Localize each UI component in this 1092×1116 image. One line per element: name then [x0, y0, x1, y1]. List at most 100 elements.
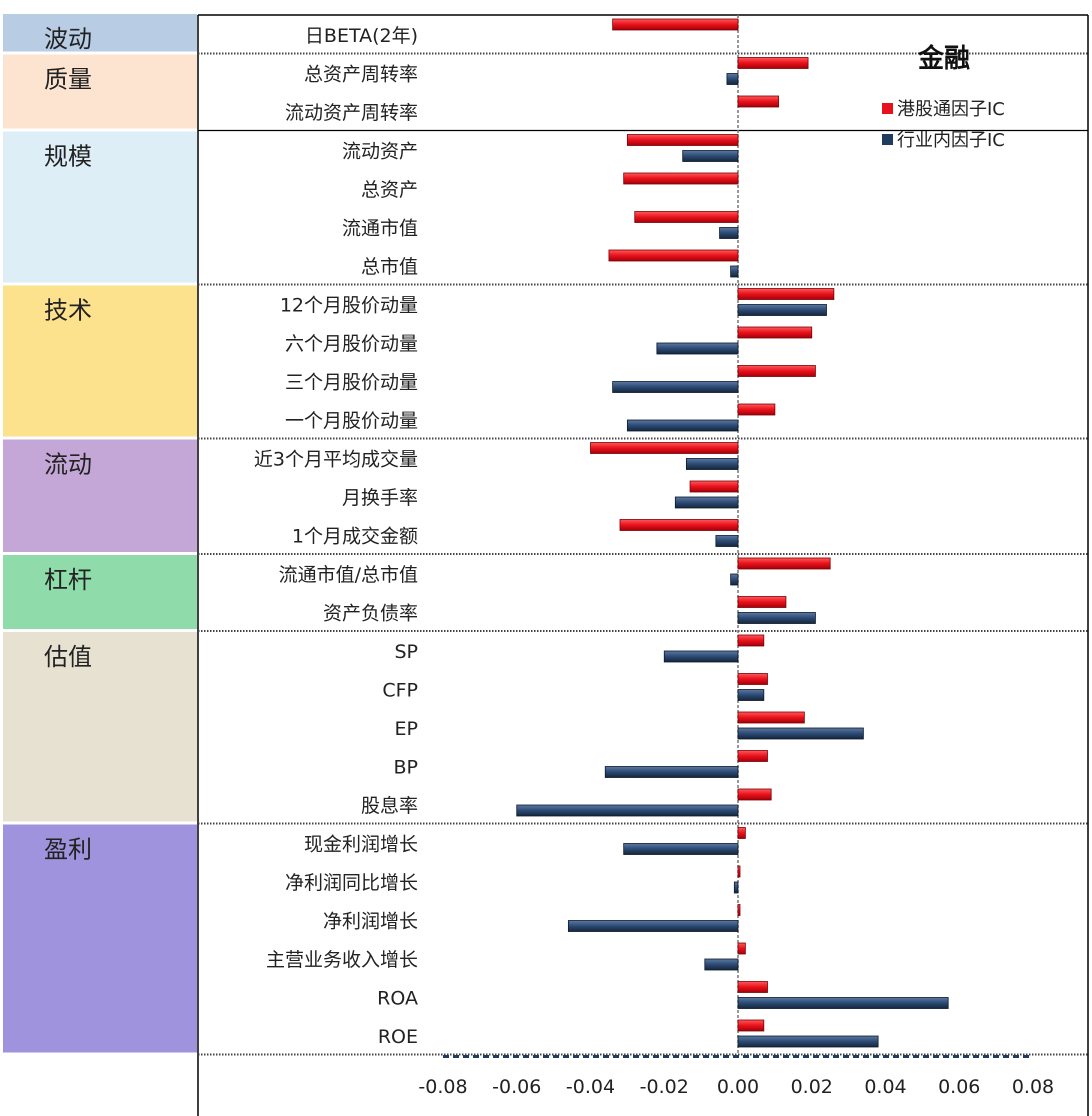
bar-industry-ic: [604, 766, 739, 778]
category-label: 总资产: [361, 179, 418, 201]
category-label: ROA: [377, 988, 418, 1010]
group-band: [3, 555, 197, 629]
bar-industry-ic: [737, 304, 827, 316]
legend: 港股通因子IC 行业内因子IC: [882, 99, 1005, 151]
bar-industry-ic: [733, 881, 739, 894]
category-label: ROE: [378, 1026, 418, 1048]
bar-hk-ic: [689, 480, 739, 493]
x-tick-label: -0.08: [418, 1076, 467, 1098]
bar-hk-ic: [737, 57, 809, 69]
category-label: 股息率: [361, 795, 418, 817]
x-tick-label: -0.04: [566, 1076, 615, 1098]
legend-label-industry: 行业内因子IC: [897, 130, 1005, 151]
bar-hk-ic: [590, 442, 739, 454]
bar-industry-ic: [737, 612, 816, 624]
group-label: 盈利: [44, 836, 92, 864]
category-label: 流通市值/总市值: [279, 564, 418, 586]
bar-industry-ic: [737, 1035, 879, 1048]
bar-industry-ic: [704, 958, 739, 971]
bar-industry-ic: [719, 227, 739, 239]
x-tick-label: 0.02: [791, 1076, 833, 1098]
bar-industry-ic: [626, 419, 739, 432]
bar-hk-ic: [737, 788, 772, 801]
category-label: 主营业务收入增长: [266, 949, 418, 971]
group-band: [3, 632, 197, 822]
bar-hk-ic: [634, 211, 739, 223]
bar-industry-ic: [682, 150, 739, 162]
category-label: CFP: [382, 680, 418, 702]
category-label: 三个月股价动量: [285, 372, 418, 394]
chart-title: 金融: [917, 43, 970, 74]
category-label: 日BETA(2年): [305, 25, 418, 47]
bar-industry-ic: [612, 381, 739, 393]
group-separators: [198, 52, 1088, 1056]
category-label: 净利润增长: [323, 911, 418, 933]
bar-hk-ic: [619, 519, 739, 531]
legend-swatch-hk: [882, 103, 893, 114]
bar-hk-ic: [737, 981, 768, 993]
bar-industry-ic: [656, 342, 739, 355]
group-label: 流动: [44, 451, 92, 479]
bar-hk-ic: [737, 557, 831, 570]
bars: [516, 18, 949, 1048]
x-tick-label: 0.08: [1012, 1076, 1054, 1098]
bar-industry-ic: [730, 573, 739, 586]
legend-swatch-industry: [882, 134, 893, 145]
group-band: [3, 439, 197, 552]
bar-hk-ic: [737, 942, 746, 955]
bar-industry-ic: [737, 689, 765, 701]
bar-industry-ic: [730, 265, 739, 278]
bar-hk-ic: [608, 249, 739, 262]
x-tick-label: 0.00: [717, 1076, 759, 1098]
category-label: 一个月股价动量: [285, 410, 418, 432]
bar-hk-ic: [612, 18, 739, 31]
group-band: [3, 131, 197, 283]
group-label: 技术: [44, 297, 92, 325]
bar-hk-ic: [737, 904, 741, 916]
category-label: 流通市值: [342, 218, 418, 240]
category-label: 净利润同比增长: [285, 872, 418, 894]
bar-hk-ic: [737, 673, 768, 685]
legend-label-hk: 港股通因子IC: [897, 99, 1005, 120]
plot-frame: [197, 14, 1089, 1116]
x-tick-label: -0.06: [492, 1076, 541, 1098]
category-label: 近3个月平均成交量: [254, 449, 418, 471]
bar-hk-ic: [737, 634, 765, 647]
bar-industry-ic: [674, 496, 739, 509]
group-band: [3, 14, 197, 52]
category-label: 总市值: [361, 256, 418, 278]
x-tick-label: 0.04: [864, 1076, 906, 1098]
category-label: SP: [394, 641, 418, 663]
category-label: BP: [394, 757, 419, 779]
x-axis-ticks: -0.08 -0.06 -0.04 -0.02 0.00 0.02 0.04 0.06 0.08: [418, 1076, 1054, 1098]
bar-hk-ic: [737, 865, 741, 878]
category-label: 现金利润增长: [304, 834, 418, 856]
group-band: [3, 824, 197, 1053]
group-label: 规模: [44, 143, 92, 171]
bar-industry-ic: [663, 650, 739, 663]
bar-hk-ic: [737, 827, 746, 839]
bar-industry-ic: [737, 997, 949, 1009]
category-label: 总资产周转率: [304, 64, 418, 86]
bar-hk-ic: [737, 596, 787, 608]
bar-industry-ic: [737, 727, 864, 740]
x-tick-label: 0.06: [938, 1076, 980, 1098]
category-label: 流动资产: [342, 141, 418, 163]
bar-hk-ic: [737, 403, 776, 416]
group-label: 估值: [44, 643, 92, 671]
bar-industry-ic: [567, 920, 739, 932]
x-tick-label: -0.02: [640, 1076, 689, 1098]
bar-industry-ic: [516, 804, 739, 817]
group-label: 质量: [44, 66, 92, 94]
bar-industry-ic: [715, 535, 739, 547]
category-label: 资产负债率: [323, 603, 418, 625]
bar-hk-ic: [626, 134, 739, 146]
category-label: 月换手率: [342, 487, 418, 509]
category-label: 六个月股价动量: [285, 333, 418, 355]
bar-hk-ic: [737, 750, 768, 762]
bar-hk-ic: [737, 1019, 765, 1032]
category-label: EP: [395, 718, 418, 740]
